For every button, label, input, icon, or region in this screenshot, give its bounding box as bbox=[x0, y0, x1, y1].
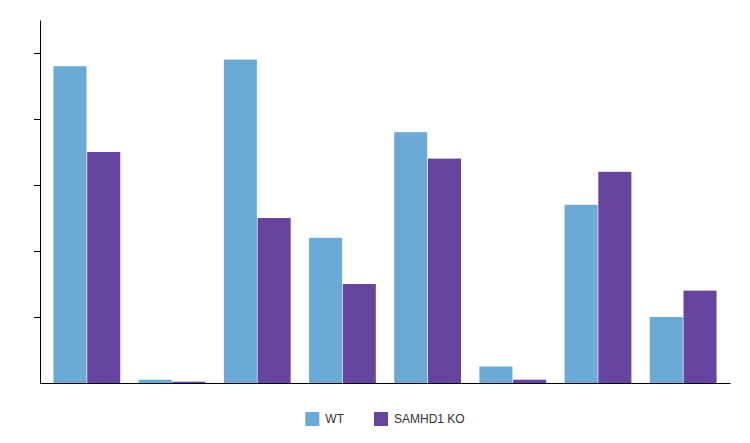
bars bbox=[53, 60, 716, 383]
bar bbox=[87, 152, 120, 383]
plot bbox=[34, 21, 731, 384]
x-axis bbox=[41, 383, 731, 384]
legend-item: SAMHD1 KO bbox=[374, 412, 465, 426]
bar bbox=[650, 317, 683, 383]
bar bbox=[258, 218, 291, 383]
bar bbox=[513, 380, 546, 383]
bar bbox=[224, 60, 257, 383]
y-tick-mark bbox=[34, 317, 40, 318]
legend: WT SAMHD1 KO bbox=[305, 412, 464, 426]
y-tick-mark bbox=[34, 119, 40, 120]
y-tick bbox=[34, 119, 40, 120]
bar bbox=[139, 380, 172, 383]
legend-label: SAMHD1 KO bbox=[394, 412, 465, 426]
chart: WT SAMHD1 KO bbox=[0, 0, 750, 443]
bar bbox=[343, 284, 376, 383]
y-tick bbox=[34, 251, 40, 252]
bar bbox=[479, 367, 512, 384]
y-tick-mark bbox=[34, 251, 40, 252]
y-axis-line bbox=[40, 21, 41, 384]
bar-series bbox=[53, 60, 682, 383]
legend-swatch bbox=[374, 412, 388, 426]
bar bbox=[309, 238, 342, 383]
y-tick bbox=[34, 185, 40, 186]
legend-item: WT bbox=[305, 412, 344, 426]
y-tick-mark bbox=[34, 185, 40, 186]
bar bbox=[394, 132, 427, 383]
y-tick-mark bbox=[34, 53, 40, 54]
y-tick bbox=[34, 53, 40, 54]
y-axis bbox=[34, 21, 41, 384]
legend-swatch bbox=[305, 412, 319, 426]
y-tick bbox=[34, 317, 40, 318]
bar bbox=[172, 382, 205, 383]
bar-series bbox=[87, 152, 716, 383]
x-axis-line bbox=[41, 383, 731, 384]
bar bbox=[683, 291, 716, 383]
bar bbox=[428, 159, 461, 383]
bar bbox=[598, 172, 631, 383]
legend-label: WT bbox=[325, 412, 344, 426]
bar bbox=[565, 205, 598, 383]
bar bbox=[53, 66, 86, 383]
